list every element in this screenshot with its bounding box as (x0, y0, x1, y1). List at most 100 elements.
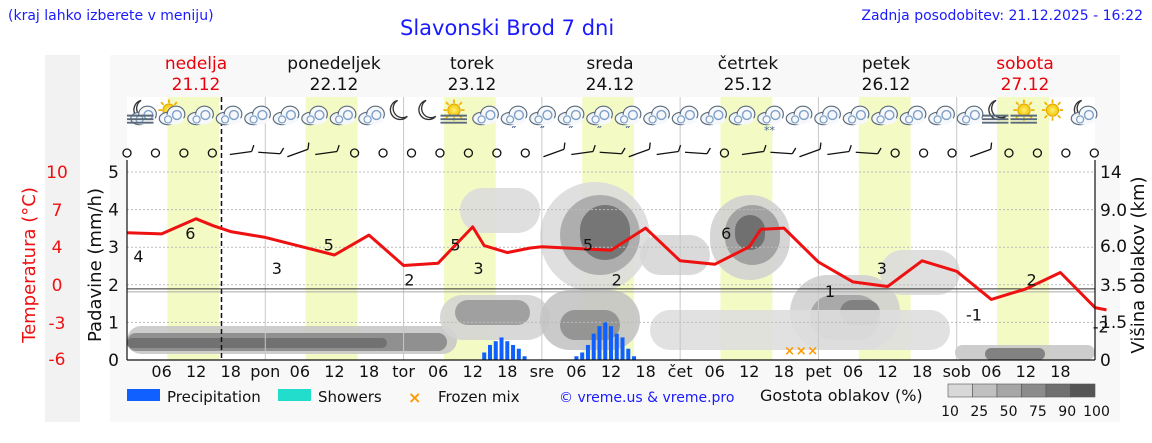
temperature-label: 6 (185, 224, 195, 243)
wind-barb-feather (307, 142, 310, 150)
cloud-scale-swatch (947, 383, 973, 398)
legend-cloud-density: Gostota oblakov (%) (760, 386, 923, 405)
wind-barb-shaft (741, 150, 764, 156)
cloud-height-tick-label: 9.0 (1100, 201, 1127, 221)
precip-bar (522, 356, 527, 360)
legend-frozen-marker: × (408, 388, 421, 407)
x-tick-label: 18 (912, 362, 932, 381)
last-updated: Zadnja posodobitev: 21.12.2025 - 16:22 (861, 8, 1143, 24)
wind-barb-icon (315, 144, 340, 156)
cloud-scale-label: 10 (941, 404, 959, 420)
daylight-band (305, 97, 358, 360)
temperature-tick-label: 7 (52, 201, 63, 221)
cloud-scale-label: 25 (970, 404, 988, 420)
cloud-height-tick-label: 1.5 (1100, 313, 1127, 333)
wind-calm-icon (918, 148, 929, 158)
wind-barb-shaft (684, 151, 708, 155)
precip-bar (614, 333, 619, 360)
cloud-density-scale: 10 25 50 75 90 100 (941, 383, 1110, 420)
x-tick-label: 18 (1050, 362, 1070, 381)
wind-barb-shaft (229, 150, 252, 156)
cloud-scale-label: 100 (1083, 404, 1110, 420)
precip-tick-label: 4 (108, 201, 119, 221)
cloud-snow-icon: ** (757, 105, 785, 137)
day-name: sreda (586, 54, 633, 74)
frozen-mix-marker: × (796, 344, 807, 359)
x-tick-label: 12 (739, 362, 759, 381)
wind-barb-feather (279, 147, 285, 155)
wind-barb-feather (336, 144, 340, 152)
wind-barb-feather (819, 142, 822, 150)
wind-barb-shaft (827, 150, 850, 156)
x-tick-label: 06 (566, 362, 586, 381)
day-name: petek (862, 54, 910, 74)
x-tick-label: sre (530, 362, 554, 381)
wind-calm-icon (122, 148, 132, 158)
wind-barb-feather (251, 144, 255, 152)
cloud-rain-icon: ″ (500, 105, 528, 137)
wind-barb-feather (677, 144, 682, 152)
precip-bar (626, 348, 631, 360)
temperature-label: 2 (612, 271, 622, 290)
precip-tick-label: 1 (108, 313, 119, 333)
temperature-label: 5 (583, 235, 593, 254)
x-tick-label: 18 (359, 362, 379, 381)
daylight-band (997, 97, 1049, 360)
wind-symbols-row (122, 142, 1099, 158)
wind-calm-icon (1004, 148, 1014, 158)
wind-barb-feather (621, 147, 626, 155)
credit-link[interactable]: © vreme.us & vreme.pro (559, 390, 734, 406)
wind-barb-shaft (770, 151, 793, 155)
wind-calm-icon (520, 148, 530, 158)
precip-bar (511, 344, 516, 360)
precip-tick-label: 2 (108, 276, 119, 296)
day-date: 24.12 (586, 75, 635, 95)
x-tick-label: 06 (843, 362, 863, 381)
x-tick-label: sob (943, 362, 971, 381)
day-date: 23.12 (448, 75, 497, 95)
cloud-scale-swatch (972, 383, 998, 398)
wind-calm-icon (435, 148, 445, 158)
legend-precip-swatch (127, 389, 160, 401)
temperature-tick-label: 10 (46, 163, 68, 183)
wind-calm-icon (207, 148, 218, 158)
cloud-rain-icon: ″ (557, 105, 585, 137)
snow-flakes: ** (764, 124, 776, 137)
rain-drops: ″ (597, 124, 602, 137)
precip-bar (505, 341, 510, 360)
precip-bar (580, 352, 585, 360)
cloud-rain-icon: ″ (614, 105, 642, 137)
weather-icons-row: ″ ″ ″ ″ ″ ** (127, 98, 1098, 137)
wind-barb-shaft (656, 150, 679, 156)
grid-lines (127, 97, 1095, 360)
wind-barb-shaft (599, 151, 622, 155)
legend-frozen: Frozen mix (438, 388, 520, 406)
wind-calm-icon (719, 148, 730, 158)
cloud-rain-icon: ″ (586, 105, 614, 137)
wind-barb-icon (599, 147, 626, 155)
cloud-height-tick-label: 3.5 (1100, 276, 1127, 296)
cloud-height-axis-title: Višina oblakov (km) (1128, 176, 1149, 353)
wind-barb-feather (763, 144, 767, 152)
x-tick-label: 12 (186, 362, 206, 381)
temperature-tick-label: 0 (52, 276, 63, 296)
wind-barb-icon (229, 144, 255, 156)
frozen-mix-marker: × (784, 344, 795, 359)
x-tick-label: 06 (290, 362, 310, 381)
day-date: 27.12 (1001, 75, 1050, 95)
precip-bar (603, 322, 608, 360)
rain-drops: ″ (512, 124, 517, 137)
wind-calm-icon (1061, 148, 1071, 158)
page-title: Slavonski Brod 7 dni (400, 16, 615, 40)
x-tick-label: 06 (705, 362, 725, 381)
cloud-rain-icon: ″ (529, 105, 557, 137)
frozen-mix-markers: × × × (784, 344, 818, 359)
wind-barb-feather (592, 144, 596, 152)
wind-calm-icon (1032, 148, 1043, 158)
cloud-density-blob (985, 348, 1045, 360)
wind-barb-shaft (969, 148, 992, 158)
wind-barb-shaft (628, 148, 650, 158)
frozen-mix-marker: × (807, 344, 818, 359)
